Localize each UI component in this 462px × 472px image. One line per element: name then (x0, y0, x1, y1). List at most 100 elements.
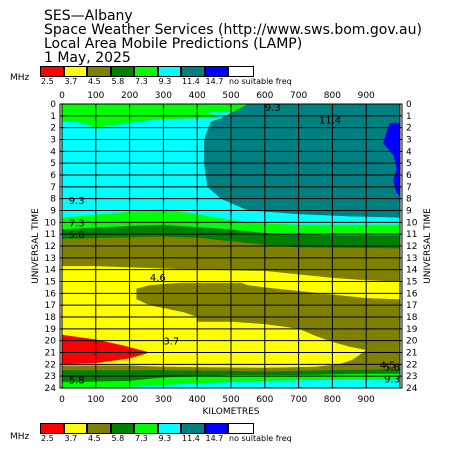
title-provider: Space Weather Services (http://www.sws.b… (44, 22, 422, 38)
x-tick-label-top: 900 (358, 91, 375, 101)
y-tick-label-left: 3 (50, 136, 56, 146)
title-product: Local Area Mobile Predictions (LAMP) (44, 36, 303, 52)
y-tick-label-left: 2 (50, 124, 56, 134)
legend-no-freq-top: no suitable freq (229, 77, 292, 86)
y-tick-label-left: 13 (45, 254, 56, 264)
contour-label: 11.4 (319, 115, 341, 126)
legend-value-top: 2.5 (41, 77, 54, 86)
y-tick-label-right: 17 (406, 301, 417, 311)
legend-value-bottom: 9.3 (158, 434, 172, 443)
contour-label: 4.6 (150, 273, 166, 284)
title-date: 1 May, 2025 (44, 50, 131, 66)
legend-swatch-bottom (157, 423, 181, 434)
heatmap-region-14-7 (383, 122, 400, 197)
y-axis-title-right: UNIVERSAL TIME (423, 208, 433, 284)
y-axis-title-left: UNIVERSAL TIME (31, 208, 41, 284)
x-tick-label-bottom: 100 (87, 395, 104, 405)
x-tick-label-top: 800 (324, 91, 341, 101)
legend-swatch-bottom (181, 423, 205, 434)
legend-swatch-top (63, 66, 87, 77)
legend-value-bottom: 11.4 (182, 434, 200, 443)
y-tick-label-left: 4 (50, 147, 56, 157)
legend-top: 2.5 3.7 4.5 5.8 7.3 9.3 11.4 14.7 no suitable fr… (40, 66, 292, 87)
y-tick-label-left: 15 (45, 278, 56, 288)
contour-label: 9.3 (384, 375, 400, 386)
y-tick-label-left: 11 (45, 230, 56, 240)
x-tick-label-bottom: 700 (290, 395, 307, 405)
y-tick-label-left: 18 (45, 313, 57, 323)
y-tick-label-left: 17 (45, 301, 56, 311)
y-tick-label-left: 23 (45, 372, 56, 382)
title-station: SES—Albany (44, 8, 133, 24)
y-tick-label-left: 22 (45, 360, 56, 370)
legend-swatch-none-top (228, 66, 254, 77)
y-tick-label-right: 5 (406, 159, 412, 169)
y-tick-label-right: 11 (406, 230, 417, 240)
legend-swatch-bottom (87, 423, 111, 434)
heatmap-region-2-5 (62, 334, 150, 365)
legend-value-top: 11.4 (182, 77, 200, 86)
legend-swatch-top (134, 66, 158, 77)
y-tick-label-left: 0 (50, 100, 56, 110)
y-tick-label-left: 10 (45, 218, 57, 228)
y-tick-label-left: 5 (50, 159, 56, 169)
y-tick-label-right: 22 (406, 360, 417, 370)
legend-no-freq-bottom: no suitable freq (229, 434, 292, 443)
y-tick-label-right: 24 (406, 384, 418, 394)
x-tick-label-top: 0 (59, 91, 65, 101)
y-tick-label-right: 9 (406, 207, 412, 217)
y-tick-label-right: 10 (406, 218, 418, 228)
legend-unit-bottom: MHz (10, 432, 30, 442)
y-tick-label-right: 12 (406, 242, 417, 252)
heatmap-region-11-4 (204, 104, 400, 218)
y-tick-label-left: 9 (50, 207, 56, 217)
y-tick-label-right: 16 (406, 289, 418, 299)
legend-value-top: 5.8 (111, 77, 125, 86)
contour-label: 3.7 (163, 337, 179, 348)
y-tick-label-right: 18 (406, 313, 418, 323)
legend-swatch-bottom (110, 423, 134, 434)
contour-label: 9.3 (265, 103, 281, 114)
legend-value-bottom: 4.5 (88, 434, 101, 443)
y-tick-label-left: 7 (50, 183, 56, 193)
y-tick-label-right: 21 (406, 349, 417, 359)
x-tick-label-bottom: 0 (59, 395, 65, 405)
y-tick-label-right: 2 (406, 124, 412, 134)
legend-swatch-top (110, 66, 134, 77)
x-tick-label-bottom: 600 (256, 395, 273, 405)
legend-swatch-top (40, 66, 64, 77)
x-tick-label-bottom: 800 (324, 395, 341, 405)
legend-unit-top: MHz (10, 73, 30, 83)
y-tick-label-right: 7 (406, 183, 412, 193)
legend-swatch-top (181, 66, 205, 77)
legend-bottom: 2.5 3.7 4.5 5.8 7.3 9.3 11.4 14.7 no suitable fr… (40, 423, 292, 444)
x-tick-label-bottom: 400 (189, 395, 206, 405)
legend-swatch-top (204, 66, 228, 77)
x-tick-label-top: 600 (256, 91, 273, 101)
legend-value-bottom: 14.7 (205, 434, 224, 443)
y-tick-label-left: 8 (50, 195, 56, 205)
legend-swatch-top (87, 66, 111, 77)
contour-label: 5.8 (69, 230, 85, 241)
heatmap-region-3-7 (62, 266, 400, 368)
y-tick-label-right: 14 (406, 266, 418, 276)
legend-swatch-bottom (204, 423, 228, 434)
legend-value-top: 9.3 (158, 77, 172, 86)
y-tick-label-right: 0 (406, 100, 412, 110)
y-tick-label-left: 16 (45, 289, 57, 299)
y-tick-label-right: 13 (406, 254, 417, 264)
legend-swatch-bottom (134, 423, 158, 434)
contour-label: 9.3 (69, 196, 85, 207)
x-tick-label-top: 200 (121, 91, 138, 101)
y-tick-label-left: 21 (45, 349, 56, 359)
y-tick-label-right: 20 (406, 337, 418, 347)
x-tick-label-top: 700 (290, 91, 307, 101)
contour-label: 5.8 (384, 363, 400, 374)
legend-swatch-none-bottom (228, 423, 254, 434)
y-tick-label-right: 23 (406, 372, 417, 382)
y-tick-label-left: 20 (45, 337, 57, 347)
legend-value-bottom: 3.7 (64, 434, 78, 443)
legend-value-top: 4.5 (88, 77, 101, 86)
y-tick-label-left: 24 (45, 384, 57, 394)
